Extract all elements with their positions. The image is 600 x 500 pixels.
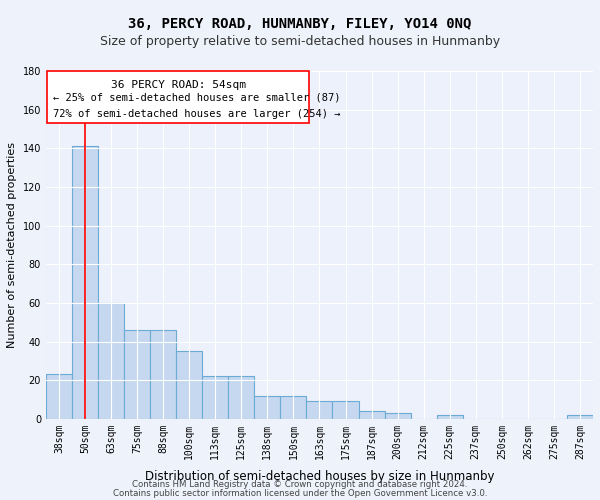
Text: 72% of semi-detached houses are larger (254) →: 72% of semi-detached houses are larger (…: [53, 108, 340, 118]
Bar: [359, 411, 385, 419]
Bar: [124, 330, 150, 419]
Bar: [176, 351, 202, 419]
Text: 36, PERCY ROAD, HUNMANBY, FILEY, YO14 0NQ: 36, PERCY ROAD, HUNMANBY, FILEY, YO14 0N…: [128, 18, 472, 32]
Text: Contains HM Land Registry data © Crown copyright and database right 2024.: Contains HM Land Registry data © Crown c…: [132, 480, 468, 489]
Y-axis label: Number of semi-detached properties: Number of semi-detached properties: [7, 142, 17, 348]
Bar: [202, 376, 228, 419]
Bar: [385, 413, 410, 419]
Text: Size of property relative to semi-detached houses in Hunmanby: Size of property relative to semi-detach…: [100, 35, 500, 48]
X-axis label: Distribution of semi-detached houses by size in Hunmanby: Distribution of semi-detached houses by …: [145, 470, 494, 483]
Bar: [72, 146, 98, 419]
Bar: [254, 396, 280, 419]
Bar: [567, 415, 593, 419]
Bar: [150, 330, 176, 419]
Bar: [280, 396, 307, 419]
Bar: [307, 402, 332, 419]
Bar: [98, 303, 124, 419]
Bar: [332, 402, 359, 419]
Text: Contains public sector information licensed under the Open Government Licence v3: Contains public sector information licen…: [113, 488, 487, 498]
FancyBboxPatch shape: [47, 71, 309, 123]
Text: ← 25% of semi-detached houses are smaller (87): ← 25% of semi-detached houses are smalle…: [53, 93, 340, 103]
Bar: [228, 376, 254, 419]
Bar: [437, 415, 463, 419]
Bar: [46, 374, 72, 419]
Text: 36 PERCY ROAD: 54sqm: 36 PERCY ROAD: 54sqm: [110, 80, 245, 90]
